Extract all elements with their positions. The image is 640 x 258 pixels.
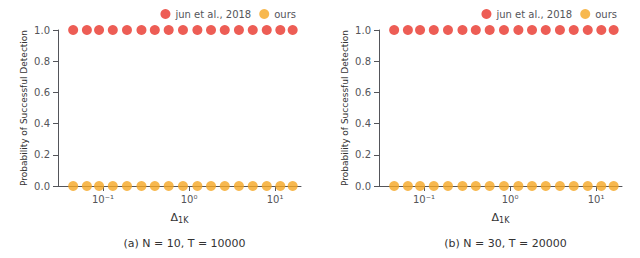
svg-text:0.4: 0.4: [34, 118, 50, 129]
svg-text:ours: ours: [274, 9, 296, 20]
svg-text:1.0: 1.0: [34, 25, 50, 36]
svg-text:10¹: 10¹: [267, 194, 284, 205]
svg-text:0.4: 0.4: [355, 118, 371, 129]
svg-text:(b) N = 30, T = 20000: (b) N = 30, T = 20000: [444, 237, 566, 250]
svg-text:1.0: 1.0: [355, 25, 371, 36]
svg-text:0.0: 0.0: [34, 181, 50, 192]
svg-text:0.8: 0.8: [355, 56, 371, 67]
svg-text:ours: ours: [595, 9, 617, 20]
svg-text:10¹: 10¹: [588, 194, 605, 205]
svg-text:Δ: Δ: [170, 210, 179, 224]
svg-text:Δ: Δ: [491, 210, 500, 224]
svg-text:Probability of Successful Dete: Probability of Successful Detection: [340, 30, 350, 186]
svg-text:0.6: 0.6: [355, 87, 371, 98]
svg-text:0.6: 0.6: [34, 87, 50, 98]
svg-text:1K: 1K: [499, 216, 510, 225]
svg-text:1K: 1K: [178, 216, 189, 225]
svg-text:0.0: 0.0: [355, 181, 371, 192]
svg-text:jun et al., 2018: jun et al., 2018: [495, 9, 572, 20]
svg-text:10⁰: 10⁰: [502, 194, 519, 205]
svg-text:jun et al., 2018: jun et al., 2018: [174, 9, 251, 20]
svg-text:0.2: 0.2: [34, 149, 50, 160]
svg-text:10⁻¹: 10⁻¹: [413, 194, 435, 205]
svg-text:10⁰: 10⁰: [181, 194, 198, 205]
svg-text:0.2: 0.2: [355, 149, 371, 160]
svg-text:10⁻¹: 10⁻¹: [92, 194, 114, 205]
svg-text:(a) N = 10, T = 10000: (a) N = 10, T = 10000: [123, 237, 245, 250]
svg-text:Probability of Successful Dete: Probability of Successful Detection: [19, 30, 29, 186]
svg-text:0.8: 0.8: [34, 56, 50, 67]
